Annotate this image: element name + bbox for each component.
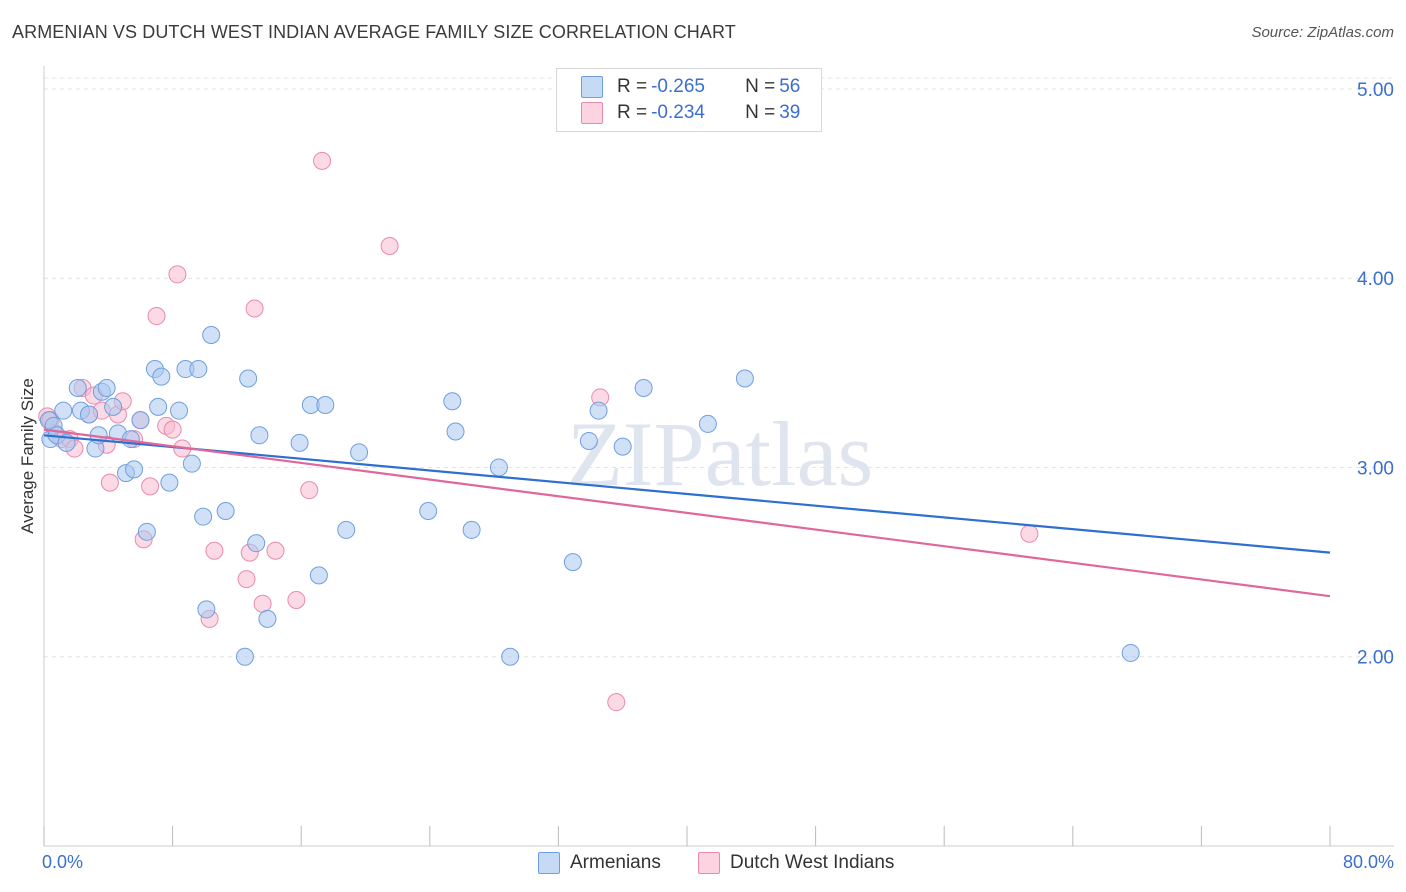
data-point: [247, 534, 266, 553]
trend-line: [43, 428, 1331, 598]
data-point: [735, 369, 754, 388]
legend-swatch-blue: [581, 76, 603, 98]
data-point: [147, 307, 166, 326]
data-point: [563, 553, 582, 572]
data-point: [100, 473, 119, 492]
data-point: [239, 369, 258, 388]
axes: [43, 66, 1394, 847]
legend-n-value: 56: [779, 76, 801, 97]
data-point: [168, 265, 187, 284]
data-point: [501, 647, 520, 666]
legend-row-armenians: R = -0.265 N = 56: [581, 75, 800, 99]
y-tick-labels: 2.00 3.00 4.00 5.00: [1357, 80, 1394, 669]
data-point: [446, 422, 465, 441]
bottom-legend-label: Dutch West Indians: [730, 852, 895, 873]
data-point: [80, 405, 99, 424]
data-point: [698, 414, 717, 433]
x-tick-label-max: 80.0%: [1342, 852, 1394, 872]
bottom-legend-label: Armenians: [570, 852, 661, 873]
correlation-legend: R = -0.265 N = 56 R = -0.234 N = 39: [556, 68, 822, 132]
y-tick-label: 2.00: [1357, 648, 1394, 669]
legend-n-value: 39: [779, 102, 801, 123]
chart-title: ARMENIAN VS DUTCH WEST INDIAN AVERAGE FA…: [12, 22, 736, 42]
data-point: [419, 501, 438, 520]
data-point: [290, 433, 309, 452]
data-point: [350, 443, 369, 462]
gridlines: [44, 77, 1394, 658]
data-point: [258, 609, 277, 628]
data-point: [313, 151, 332, 170]
legend-r-label: R =: [617, 102, 648, 123]
data-point: [235, 647, 254, 666]
data-point: [287, 590, 306, 609]
source-credit: Source: ZipAtlas.com: [1251, 24, 1394, 41]
data-point: [54, 401, 73, 420]
data-point: [216, 501, 235, 520]
data-point: [237, 570, 256, 589]
bottom-legend-swatch-blue: [538, 852, 560, 874]
data-point: [589, 401, 608, 420]
data-point: [68, 378, 87, 397]
data-point: [309, 566, 328, 585]
data-point: [316, 396, 335, 415]
data-point: [250, 426, 269, 445]
data-point: [170, 401, 189, 420]
data-point: [337, 520, 356, 539]
data-point: [489, 458, 508, 477]
x-tick-label-min: 0.0%: [42, 852, 84, 872]
data-point: [634, 378, 653, 397]
data-point: [197, 600, 216, 619]
y-tick-label: 4.00: [1357, 269, 1394, 290]
y-axis-label: Average Family Size: [18, 378, 37, 534]
data-point: [245, 299, 264, 318]
data-point: [152, 367, 171, 386]
legend-swatch-pink: [581, 102, 603, 124]
bottom-legend-dutch-west-indians: Dutch West Indians: [698, 852, 894, 874]
data-point: [141, 477, 160, 496]
data-point: [443, 392, 462, 411]
trend-lines: [43, 428, 1331, 598]
data-point: [131, 411, 150, 430]
series-dutch-west-indians-points: [38, 151, 1039, 712]
data-point: [1121, 643, 1140, 662]
data-point: [137, 522, 156, 541]
data-point: [202, 325, 221, 344]
data-point: [149, 397, 168, 416]
data-point: [189, 360, 208, 379]
data-point: [1020, 524, 1039, 543]
watermark: ZIPatlas: [567, 403, 874, 505]
data-point: [607, 693, 626, 712]
data-point: [163, 420, 182, 439]
bottom-legend-swatch-pink: [698, 852, 720, 874]
data-point: [300, 481, 319, 500]
data-point: [97, 378, 116, 397]
y-tick-label: 5.00: [1357, 80, 1394, 101]
data-point: [104, 397, 123, 416]
series-armenians-points: [39, 325, 1140, 666]
legend-r-value: -0.265: [651, 76, 705, 97]
legend-n-label: N =: [745, 76, 776, 97]
bottom-legend-armenians: Armenians: [538, 852, 661, 874]
data-point: [266, 541, 285, 560]
y-tick-label: 3.00: [1357, 458, 1394, 479]
legend-r-value: -0.234: [651, 102, 705, 123]
data-point: [160, 473, 179, 492]
data-point: [613, 437, 632, 456]
data-point: [194, 507, 213, 526]
data-point: [182, 454, 201, 473]
data-point: [462, 520, 481, 539]
data-point: [253, 594, 272, 613]
data-point: [205, 541, 224, 560]
data-point: [579, 431, 598, 450]
legend-n-label: N =: [745, 102, 776, 123]
trend-line: [43, 434, 1331, 554]
data-point: [380, 237, 399, 256]
legend-row-dutch-west-indians: R = -0.234 N = 39: [581, 101, 800, 125]
legend-r-label: R =: [617, 76, 648, 97]
data-point: [125, 460, 144, 479]
